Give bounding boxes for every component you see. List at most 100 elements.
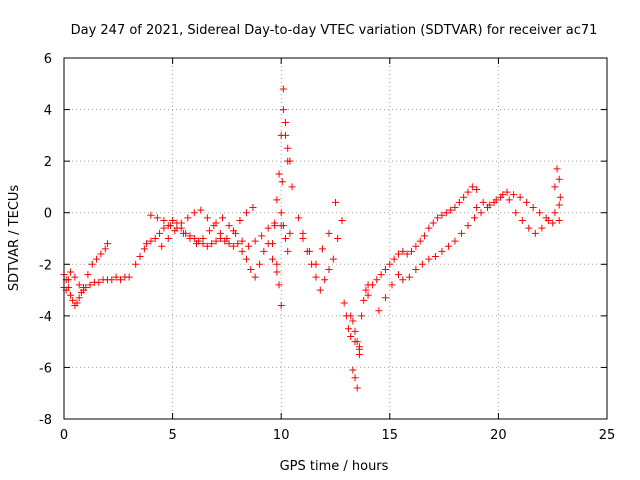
data-point xyxy=(84,271,92,279)
x-tick-label: 20 xyxy=(490,428,507,443)
data-point xyxy=(225,240,233,248)
data-point xyxy=(377,271,385,279)
data-point xyxy=(269,255,277,263)
data-point xyxy=(179,229,187,237)
data-point xyxy=(340,299,348,307)
data-point xyxy=(125,273,133,281)
data-point xyxy=(242,255,250,263)
data-point xyxy=(271,222,279,230)
data-point xyxy=(206,227,214,235)
data-point xyxy=(390,255,398,263)
data-point xyxy=(421,232,429,240)
data-point xyxy=(69,296,77,304)
data-point xyxy=(334,235,342,242)
data-point xyxy=(299,235,307,242)
data-point xyxy=(67,268,75,276)
data-point xyxy=(273,268,281,276)
data-point xyxy=(116,276,124,284)
data-point xyxy=(158,242,166,250)
data-point xyxy=(321,276,329,284)
data-point xyxy=(477,209,485,217)
data-point xyxy=(556,193,564,201)
data-point xyxy=(351,338,359,346)
data-point xyxy=(444,242,452,250)
y-tick-label: -4 xyxy=(39,310,52,325)
data-point xyxy=(197,206,205,214)
data-point xyxy=(147,237,155,245)
data-point xyxy=(75,294,83,302)
y-tick-labels: -8 -6 -4 -2 0 2 4 6 xyxy=(39,52,52,428)
data-point xyxy=(555,175,563,183)
data-point xyxy=(278,178,286,186)
data-point xyxy=(492,196,500,204)
data-point xyxy=(64,276,72,284)
data-point xyxy=(358,312,366,320)
data-point xyxy=(349,366,357,374)
data-point xyxy=(184,214,192,222)
data-point xyxy=(553,165,561,173)
data-point xyxy=(338,216,346,224)
data-point xyxy=(418,260,426,268)
y-tick-label: 6 xyxy=(44,52,52,67)
data-point xyxy=(512,209,520,217)
data-point xyxy=(223,235,231,242)
data-point xyxy=(332,198,339,206)
data-point xyxy=(525,224,533,232)
data-point xyxy=(451,237,459,245)
data-point xyxy=(199,235,207,242)
data-point xyxy=(499,191,507,199)
data-point xyxy=(286,229,294,237)
data-point xyxy=(486,201,494,209)
data-point xyxy=(347,332,355,340)
data-point xyxy=(464,222,472,230)
data-point xyxy=(260,247,268,255)
data-point xyxy=(347,312,355,320)
data-point xyxy=(208,240,216,248)
data-point xyxy=(549,219,557,227)
data-point xyxy=(364,291,372,299)
data-point xyxy=(468,183,476,191)
data-point xyxy=(264,224,272,232)
data-point xyxy=(544,216,552,224)
data-point xyxy=(275,281,283,289)
data-point xyxy=(190,209,198,217)
data-point xyxy=(229,227,237,235)
data-point xyxy=(169,216,177,224)
y-tick-label: -2 xyxy=(39,258,52,273)
data-point xyxy=(166,222,174,230)
data-point xyxy=(510,191,518,199)
x-tick-label: 5 xyxy=(168,428,176,443)
data-point xyxy=(325,265,333,273)
data-point xyxy=(273,196,281,204)
data-point xyxy=(381,294,389,302)
data-point xyxy=(434,214,442,222)
data-point xyxy=(394,250,402,258)
data-point xyxy=(279,222,287,230)
data-point xyxy=(353,384,361,392)
data-point xyxy=(295,214,303,222)
data-point xyxy=(219,214,227,222)
data-point xyxy=(425,255,433,263)
data-point xyxy=(95,278,103,286)
data-point xyxy=(399,247,407,255)
data-point xyxy=(388,281,396,289)
data-point xyxy=(216,229,224,237)
data-point xyxy=(275,170,283,178)
data-point xyxy=(551,209,559,217)
y-axis-label: SDTVAR / TECUs xyxy=(7,185,22,292)
data-point xyxy=(312,273,320,281)
data-point xyxy=(368,281,376,289)
data-point xyxy=(373,276,381,284)
data-point xyxy=(251,273,259,281)
plot-frame xyxy=(63,57,608,420)
data-point xyxy=(255,260,263,268)
data-point xyxy=(279,85,287,93)
data-point xyxy=(362,286,370,294)
data-point xyxy=(529,204,537,212)
y-tick-label: -6 xyxy=(39,361,52,376)
data-point xyxy=(282,118,290,126)
data-point xyxy=(505,196,513,204)
data-point xyxy=(225,222,233,230)
data-point xyxy=(523,198,531,206)
